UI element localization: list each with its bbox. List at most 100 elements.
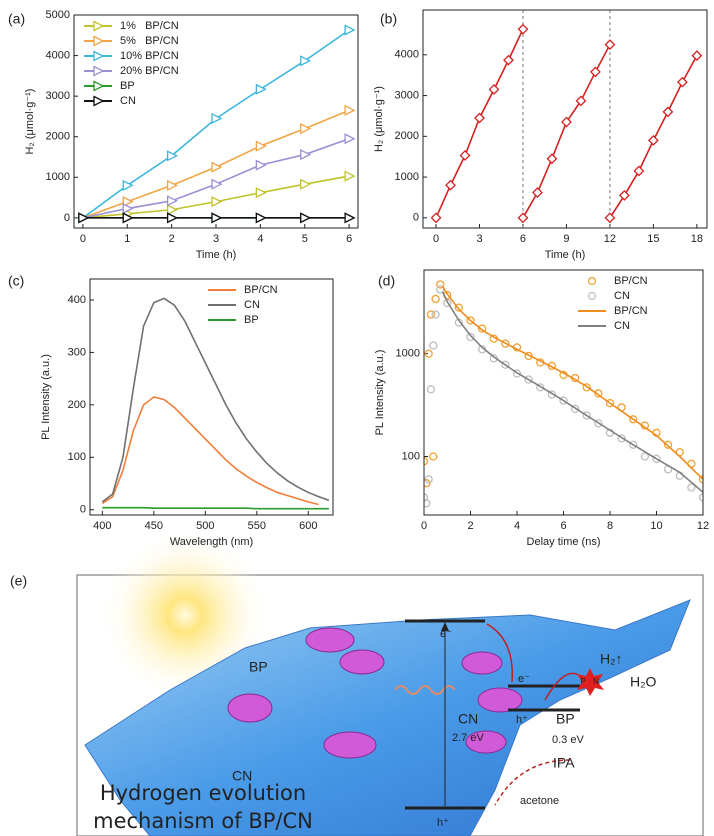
legend-label: 1% BP/CN [120, 20, 179, 32]
marker [501, 339, 510, 348]
x-tick-label: 10 [650, 520, 662, 532]
x-tick-label: 4 [514, 520, 520, 532]
x-tick-label: 5 [302, 233, 308, 245]
x-axis-label: Wavelength (nm) [170, 536, 253, 548]
chart: (a) 0 1 2 3 4 5 6 0 1000 2000 3000 4000 5000 Time (h) H… [8, 9, 359, 261]
marker [474, 112, 485, 124]
legend-label: CN [120, 95, 136, 107]
panel-label: (e) [10, 573, 27, 589]
x-tick-label: 2 [467, 520, 473, 532]
legend-marker [93, 95, 105, 107]
marker [166, 204, 179, 216]
series-line [441, 286, 703, 480]
panel-label: (a) [8, 11, 25, 27]
x-tick-label: 18 [691, 233, 703, 245]
marker [255, 159, 267, 171]
marker [424, 499, 431, 508]
y-tick-label: 1000 [46, 171, 70, 183]
marker [477, 324, 487, 333]
marker [300, 212, 312, 224]
plot-area [101, 297, 330, 510]
y-tick-label: 1000 [395, 171, 419, 183]
marker [698, 475, 703, 484]
y-tick-label: 4000 [46, 49, 70, 61]
panel-label: (b) [380, 11, 397, 27]
marker [618, 189, 630, 201]
marker [466, 332, 475, 342]
y-tick-label: 0 [413, 212, 419, 224]
marker [424, 475, 433, 484]
x-tick-label: 550 [248, 520, 266, 532]
x-tick-label: 3 [213, 233, 219, 245]
y-tick-label: 200 [68, 399, 86, 411]
marker [445, 179, 456, 191]
x-tick-label: 450 [145, 520, 163, 532]
marker [590, 66, 601, 78]
marker [300, 178, 312, 190]
label: e⁻ [518, 673, 530, 685]
marker [166, 195, 179, 207]
plot-frame [73, 14, 359, 229]
legend-label: BP/CN [244, 284, 278, 296]
marker [426, 385, 436, 394]
x-tick-label: 12 [697, 520, 709, 532]
plot-area [424, 280, 703, 508]
marker [344, 104, 356, 116]
legend-label: CN [614, 320, 630, 332]
electron-transfer [486, 623, 514, 683]
label: P [580, 677, 585, 686]
marker [640, 452, 650, 461]
y-tick-label: 100 [402, 450, 420, 462]
x-tick-label: 6 [560, 520, 566, 532]
marker [698, 493, 703, 502]
marker [211, 112, 223, 125]
legend-item: BP [208, 314, 259, 326]
legend-marker [93, 35, 105, 47]
marker [582, 383, 591, 392]
marker [255, 140, 267, 152]
marker [512, 369, 522, 378]
legend-item: BP [84, 80, 135, 92]
x-tick-label: 4 [257, 233, 263, 245]
y-axis-label: H₂ (μmol·g⁻¹) [373, 86, 385, 152]
x-tick-label: 3 [476, 233, 482, 245]
legend-label: BP [120, 80, 135, 92]
marker [122, 196, 134, 208]
marker [424, 457, 429, 466]
marker [211, 161, 223, 173]
marker [255, 212, 267, 224]
marker [647, 134, 659, 146]
marker [211, 196, 223, 208]
legend-label: CN [614, 290, 630, 302]
marker [429, 452, 438, 461]
marker [561, 116, 572, 128]
legend-marker [93, 20, 105, 32]
label: acetone [520, 795, 559, 807]
marker [466, 316, 475, 325]
light-wave [394, 685, 456, 695]
y-tick-label: 400 [68, 294, 86, 306]
plot-frame [89, 278, 334, 516]
chart: (c) 400 450 500 550 600 0 100 200 300 400 Wavelengt… [8, 273, 334, 548]
legend-item: 10% BP/CN [84, 50, 179, 62]
schematic: BP CN e⁻ e⁻ h⁺ CN 2.7 eV BP 0.3 eV H₂↑ H… [10, 530, 704, 836]
marker [344, 133, 356, 145]
marker [604, 39, 616, 51]
marker [426, 310, 436, 319]
legend-marker [587, 276, 597, 286]
marker [344, 24, 356, 36]
marker [166, 212, 179, 224]
y-tick-label: 1000 [396, 348, 420, 360]
marker [300, 149, 312, 161]
y-tick-label: 4000 [395, 49, 419, 61]
x-axis-label: Time (h) [545, 249, 586, 261]
marker [629, 440, 638, 449]
legend-item: CN [84, 95, 136, 107]
chart: (d) 0 2 4 6 8 10 12 100 1000 Delay time (ns) PL Int… [374, 269, 709, 548]
series-line [102, 506, 329, 510]
legend-item: 5% BP/CN [84, 35, 179, 47]
legend-label: 10% BP/CN [120, 50, 179, 62]
series-line [101, 297, 330, 503]
marker [663, 440, 673, 449]
marker [524, 351, 533, 361]
